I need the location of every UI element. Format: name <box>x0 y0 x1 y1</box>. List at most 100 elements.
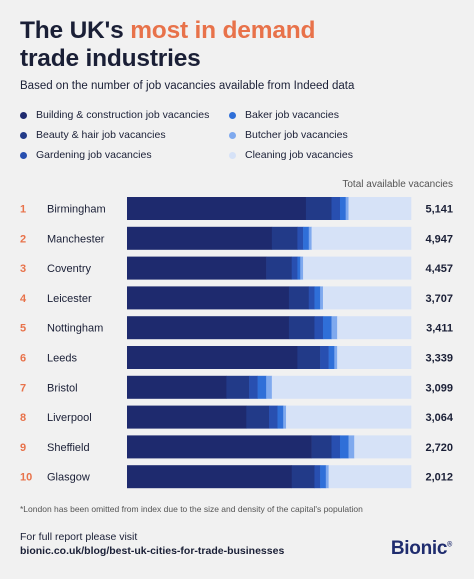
bar-segment <box>311 435 332 459</box>
bar-segment <box>127 435 312 459</box>
total-value-label: 2,012 <box>425 472 453 484</box>
bar-segment <box>283 405 287 429</box>
rank-label: 2 <box>20 233 26 245</box>
bar-segment <box>127 286 290 310</box>
bar-segment <box>127 316 290 340</box>
bar-segment <box>291 465 315 489</box>
rank-label: 3 <box>20 263 26 275</box>
bar-segment <box>286 405 412 429</box>
bar-segment <box>314 465 321 489</box>
bar-segment <box>354 435 412 459</box>
footnote: *London has been omitted from index due … <box>20 504 363 514</box>
bar-segment <box>291 256 298 280</box>
bar-segment <box>337 316 412 340</box>
legend-item-baker: Baker job vacancies <box>229 109 339 121</box>
bar-segment <box>340 435 349 459</box>
legend-dot-icon <box>229 151 236 159</box>
bar-segment <box>305 197 332 220</box>
legend-dot-icon <box>20 131 27 139</box>
bar-segment <box>297 346 321 369</box>
rank-label: 9 <box>20 442 26 454</box>
legend-label: Building & construction job vacancies <box>36 109 210 121</box>
city-label: Leicester <box>47 293 92 305</box>
rank-label: 6 <box>20 353 26 365</box>
bar-segment <box>127 256 267 280</box>
city-label: Nottingham <box>47 323 103 335</box>
bar-segment <box>320 346 329 369</box>
rank-label: 10 <box>20 472 32 484</box>
stacked-bar-chart: 1 Birmingham 5,141 2 Manchester 4,947 3 Coventr… <box>20 197 454 489</box>
legend-item-beauty: Beauty & hair job vacancies <box>20 129 166 141</box>
bar-segment <box>127 465 293 489</box>
bar-segment <box>127 197 307 220</box>
bar-segment <box>271 375 412 399</box>
footer-cta: For full report please visit <box>20 531 138 543</box>
bar-segment <box>337 346 412 369</box>
bar-segment <box>331 197 341 220</box>
bar-segment <box>348 435 355 459</box>
legend-label: Cleaning job vacancies <box>245 149 353 161</box>
city-label: Leeds <box>47 353 77 365</box>
bar-segment <box>308 286 315 310</box>
legend-label: Gardening job vacancies <box>36 149 152 161</box>
legend-dot-icon <box>20 151 27 159</box>
bar-segment <box>127 346 298 369</box>
logo-registered-mark: ® <box>447 541 452 549</box>
total-value-label: 4,947 <box>425 233 453 245</box>
total-value-label: 3,707 <box>425 293 453 305</box>
report-link[interactable]: bionic.co.uk/blog/best-uk-cities-for-tra… <box>20 545 285 557</box>
legend-item-cleaning: Cleaning job vacancies <box>229 149 353 161</box>
bar-segment <box>340 197 346 220</box>
title-part-2: trade industries <box>20 45 201 72</box>
legend-label: Beauty & hair job vacancies <box>36 129 166 141</box>
city-label: Sheffield <box>47 442 90 454</box>
total-value-label: 3,099 <box>425 382 453 394</box>
bar-segment <box>288 286 310 310</box>
total-value-label: 2,720 <box>425 442 453 454</box>
bar-segment <box>328 346 335 369</box>
bar-segment <box>314 286 321 310</box>
bar-segment <box>303 226 310 250</box>
bar-segment <box>266 375 273 399</box>
bar-segment <box>300 256 304 280</box>
bar-segment <box>288 316 315 340</box>
total-value-label: 3,064 <box>425 412 453 424</box>
title-part-1: The UK's <box>20 17 131 44</box>
rank-label: 4 <box>20 293 27 305</box>
bar-segment <box>249 375 258 399</box>
legend-item-gardening: Gardening job vacancies <box>20 149 152 161</box>
city-label: Birmingham <box>47 204 106 216</box>
bar-segment <box>226 375 250 399</box>
city-label: Coventry <box>47 263 92 275</box>
bar-segment <box>331 435 341 459</box>
bar-segment <box>320 465 327 489</box>
bar-segment <box>303 256 412 280</box>
rank-label: 8 <box>20 412 26 424</box>
bar-segment <box>328 465 412 489</box>
city-label: Bristol <box>47 382 78 394</box>
bar-segment <box>127 405 247 429</box>
bar-segment <box>297 256 301 280</box>
bar-segment <box>345 197 349 220</box>
bar-segment <box>246 405 270 429</box>
rank-label: 5 <box>20 323 26 335</box>
title-accent: most in demand <box>130 17 316 44</box>
legend-dot-icon <box>229 111 236 119</box>
legend-dot-icon <box>229 131 236 139</box>
logo-text: Bionic <box>390 538 448 559</box>
bar-segment <box>334 346 338 369</box>
legend-label: Butcher job vacancies <box>245 129 348 141</box>
total-value-label: 3,339 <box>425 353 453 365</box>
bar-segment <box>266 256 293 280</box>
bar-segment <box>308 226 312 250</box>
bionic-logo: Bionic® <box>391 538 452 560</box>
bar-segment <box>269 405 278 429</box>
legend-label: Baker job vacancies <box>245 109 339 121</box>
footer: For full report please visit bionic.co.u… <box>20 530 284 558</box>
legend-item-building: Building & construction job vacancies <box>20 109 209 121</box>
city-label: Glasgow <box>47 472 90 484</box>
bar-segment <box>322 286 412 310</box>
bar-segment <box>277 405 284 429</box>
total-vacancies-header: Total available vacancies <box>342 179 453 190</box>
city-label: Liverpool <box>47 412 92 424</box>
